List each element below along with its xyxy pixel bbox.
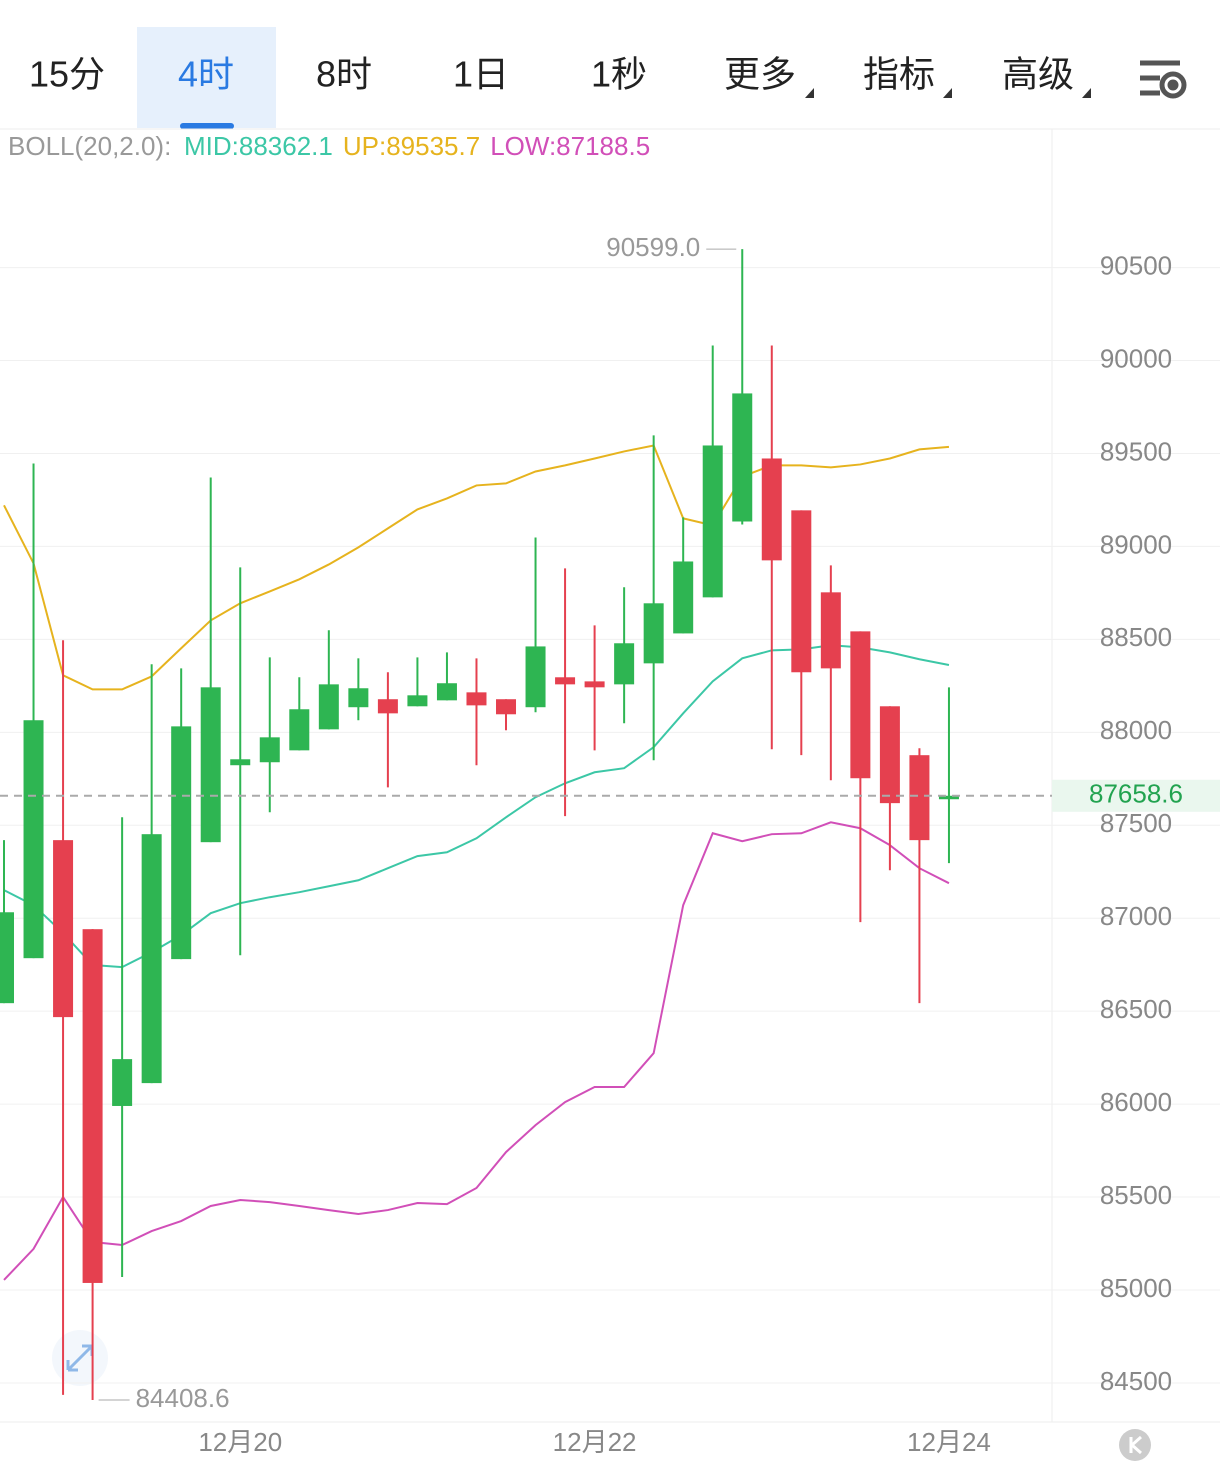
tab[interactable]: 8时	[316, 54, 372, 95]
y-tick-label: 87000	[1100, 901, 1172, 931]
candle-body	[909, 755, 930, 841]
candle-body	[850, 631, 871, 779]
candle-body	[791, 510, 812, 673]
tab[interactable]: 1秒	[591, 54, 647, 95]
candle-body	[230, 759, 251, 766]
y-tick-label: 88000	[1100, 715, 1172, 745]
legend-item: LOW:87188.5	[490, 131, 650, 161]
candle-body	[407, 695, 428, 707]
last-price-label: 87658.6	[1089, 779, 1183, 809]
candle-body	[525, 646, 546, 708]
candle-body	[584, 681, 605, 688]
tab[interactable]: 高级	[1002, 54, 1074, 95]
active-tab-indicator	[180, 123, 234, 129]
candle-body	[259, 737, 280, 763]
band-line	[3, 821, 950, 1281]
candle-body	[289, 709, 310, 751]
y-tick-label: 90500	[1100, 250, 1172, 280]
candle-body	[171, 726, 192, 960]
candle-body	[614, 643, 635, 685]
candle-body	[702, 445, 723, 598]
candle-body	[761, 458, 782, 561]
tab-triangles	[805, 88, 1091, 98]
x-tick-label: 12月20	[198, 1427, 282, 1457]
candle-body	[0, 912, 14, 1004]
settings-icon[interactable]	[1140, 60, 1187, 99]
y-tick-label: 85500	[1100, 1180, 1172, 1210]
candle-body	[377, 699, 398, 714]
k-icon[interactable]	[1119, 1429, 1151, 1461]
legend-item: UP:89535.7	[343, 131, 480, 161]
candle-body	[673, 561, 694, 634]
tab[interactable]: 15分	[29, 54, 105, 95]
tab[interactable]: 1日	[453, 54, 509, 95]
indicator-title: BOLL(20,2.0):	[8, 131, 171, 161]
x-tick-label: 12月22	[553, 1427, 637, 1457]
candle-body	[879, 706, 900, 804]
y-tick-label: 84500	[1100, 1366, 1172, 1396]
candle-body	[200, 687, 221, 843]
candle-body	[318, 684, 339, 730]
tab[interactable]: 更多	[724, 54, 796, 95]
tab[interactable]: 指标	[863, 54, 935, 95]
y-tick-label: 87500	[1100, 808, 1172, 838]
candle-body	[53, 840, 74, 1018]
y-tick-label: 86500	[1100, 994, 1172, 1024]
candle-body	[466, 692, 487, 706]
candle-body	[23, 720, 44, 959]
candle-body	[820, 592, 841, 669]
candle-body	[938, 795, 959, 800]
legend-item: MID:88362.1	[184, 131, 333, 161]
y-tick-label: 86000	[1100, 1087, 1172, 1117]
last-price-pill	[1052, 779, 1220, 812]
candle-body	[112, 1059, 133, 1106]
candle-body	[82, 929, 103, 1283]
candle-body	[643, 603, 664, 664]
y-tick-label: 89500	[1100, 436, 1172, 466]
y-tick-label: 89000	[1100, 529, 1172, 559]
candle-body	[436, 683, 457, 701]
candle-body	[348, 688, 369, 708]
band-line	[3, 444, 950, 691]
candle-body	[496, 699, 517, 715]
candle-body	[732, 393, 753, 522]
y-tick-label: 90000	[1100, 343, 1172, 373]
min-marker-label: 84408.6	[136, 1383, 230, 1413]
y-tick-label: 88500	[1100, 622, 1172, 652]
max-marker-label: 90599.0	[606, 232, 700, 262]
candle-body	[141, 834, 162, 1084]
active-tab-bg	[137, 27, 276, 128]
tab[interactable]: 4时	[178, 54, 234, 95]
y-tick-label: 85000	[1100, 1273, 1172, 1303]
expand-icon[interactable]	[52, 1330, 108, 1386]
x-tick-label: 12月24	[907, 1427, 991, 1457]
candle-body	[555, 677, 576, 685]
